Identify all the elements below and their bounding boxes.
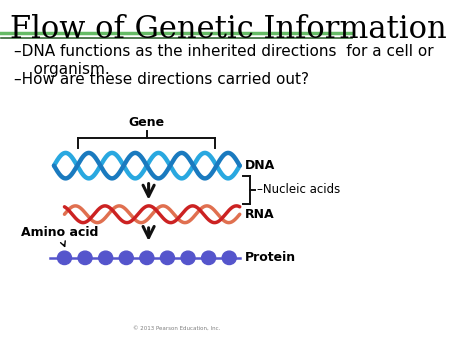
Text: –How are these directions carried out?: –How are these directions carried out? xyxy=(14,72,309,88)
Circle shape xyxy=(222,251,236,265)
Circle shape xyxy=(58,251,72,265)
Circle shape xyxy=(181,251,195,265)
Text: –DNA functions as the inherited directions  for a cell or
    organism.: –DNA functions as the inherited directio… xyxy=(14,44,433,77)
Circle shape xyxy=(78,251,92,265)
Text: © 2013 Pearson Education, Inc.: © 2013 Pearson Education, Inc. xyxy=(133,325,220,331)
Circle shape xyxy=(99,251,112,265)
Text: Amino acid: Amino acid xyxy=(21,226,98,246)
Circle shape xyxy=(119,251,133,265)
Text: RNA: RNA xyxy=(245,208,274,221)
Text: Flow of Genetic Information: Flow of Genetic Information xyxy=(10,14,447,45)
Circle shape xyxy=(161,251,175,265)
Circle shape xyxy=(202,251,216,265)
Circle shape xyxy=(140,251,154,265)
Text: Gene: Gene xyxy=(129,116,165,129)
Text: Protein: Protein xyxy=(245,251,296,264)
Text: –Nucleic acids: –Nucleic acids xyxy=(256,184,340,196)
Text: DNA: DNA xyxy=(245,159,275,172)
